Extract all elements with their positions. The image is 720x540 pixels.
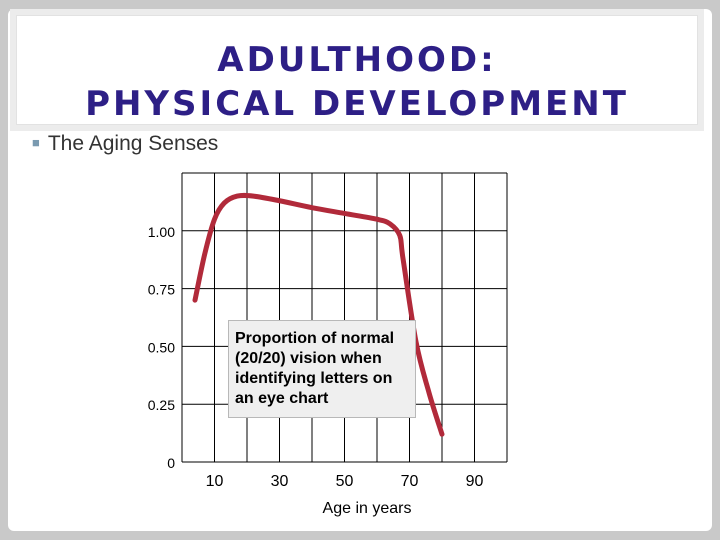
y-tick-label: 0.75 — [148, 282, 175, 298]
page-title: ADULTHOOD: PHYSICAL DEVELOPMENT — [85, 40, 629, 124]
x-tick-label: 10 — [206, 473, 224, 490]
x-tick-label: 90 — [466, 473, 484, 490]
x-axis: 10 30 50 70 90 — [206, 473, 484, 490]
y-tick-label: 0 — [167, 455, 175, 471]
square-bullet-icon: ■ — [32, 135, 40, 150]
y-tick-label: 0.50 — [148, 339, 175, 355]
x-tick-label: 70 — [401, 473, 419, 490]
series-line — [192, 192, 445, 437]
x-tick-label: 30 — [271, 473, 289, 490]
chart-annotation: Proportion of normal (20/20) vision when… — [228, 320, 416, 418]
annotation-text: Proportion of normal (20/20) vision when… — [235, 330, 395, 407]
bullet-item: ■ The Aging Senses — [32, 132, 218, 156]
x-axis-label: Age in years — [323, 500, 412, 517]
y-tick-label: 0.25 — [148, 397, 175, 413]
y-axis: 0 0.25 0.50 0.75 1.00 — [148, 224, 175, 471]
x-tick-label: 50 — [336, 473, 354, 490]
title-band: ADULTHOOD: PHYSICAL DEVELOPMENT — [16, 15, 698, 125]
chart-grid — [181, 172, 508, 463]
bullet-text: The Aging Senses — [47, 132, 219, 155]
y-tick-label: 1.00 — [148, 224, 175, 240]
